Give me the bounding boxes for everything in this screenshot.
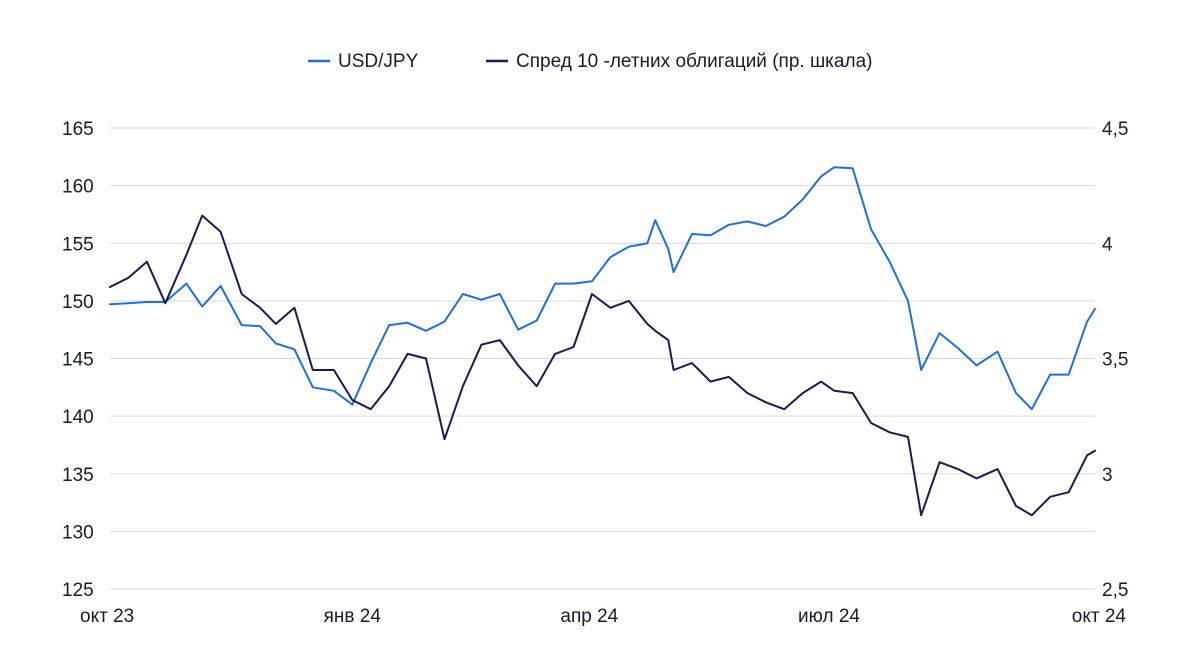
y-left-tick-label: 160 <box>62 177 94 198</box>
y-left-tick-label: 125 <box>62 580 94 601</box>
x-axis: окт 23 янв 24 апр 24 июл 24 окт 24 <box>80 606 1126 627</box>
y-left-tick-label: 155 <box>62 234 94 255</box>
y-left-tick-label: 135 <box>62 465 94 486</box>
x-tick-label: окт 23 <box>80 606 134 627</box>
series-lines <box>109 166 1096 517</box>
x-tick-label: янв 24 <box>324 606 382 627</box>
y-axis-left: 125 130 135 140 145 150 155 160 165 <box>62 119 94 601</box>
y-right-tick-label: 4 <box>1102 234 1113 255</box>
y-axis-right: 2,5 3 3,5 4 4,5 <box>1102 119 1128 601</box>
gridlines <box>110 127 1095 590</box>
y-left-tick-label: 165 <box>62 119 94 140</box>
legend: USD/JPY Спред 10 -летних облигаций (пр. … <box>308 51 872 72</box>
y-left-tick-label: 150 <box>62 292 94 313</box>
x-tick-label: окт 24 <box>1072 606 1127 627</box>
y-left-tick-label: 145 <box>62 350 94 371</box>
x-tick-label: июл 24 <box>798 606 860 627</box>
y-right-tick-label: 3,5 <box>1102 350 1128 371</box>
y-left-tick-label: 130 <box>62 522 94 543</box>
series-line-spread <box>109 214 1096 517</box>
y-right-tick-label: 3 <box>1102 465 1113 486</box>
x-tick-label: апр 24 <box>560 606 618 627</box>
y-left-tick-label: 140 <box>62 407 94 428</box>
legend-label-spread: Спред 10 -летних облигаций (пр. шкала) <box>516 51 872 72</box>
series-line-usdjpy <box>109 166 1096 411</box>
y-right-tick-label: 2,5 <box>1102 580 1128 601</box>
legend-label-usdjpy: USD/JPY <box>338 51 419 72</box>
y-right-tick-label: 4,5 <box>1102 119 1128 140</box>
